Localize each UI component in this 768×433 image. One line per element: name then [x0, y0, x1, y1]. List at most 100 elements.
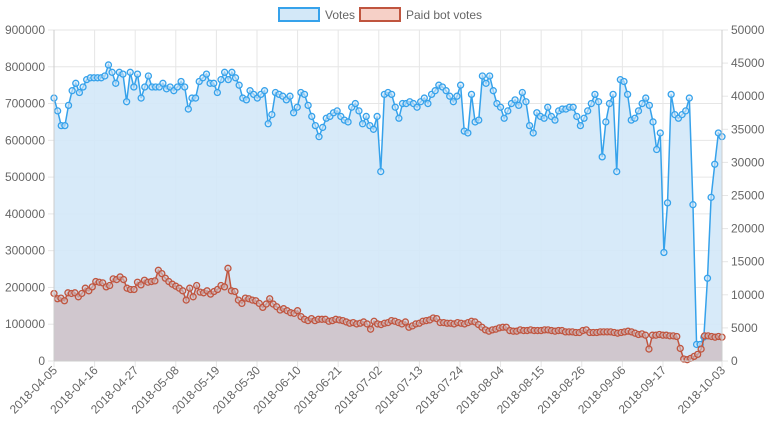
data-point-votes[interactable] — [489, 87, 497, 95]
data-point-votes[interactable] — [61, 121, 69, 130]
legend-item-paid-bot-votes[interactable]: Paid bot votes — [359, 7, 482, 22]
data-point-votes[interactable] — [308, 112, 316, 121]
data-point-votes[interactable] — [515, 101, 523, 110]
data-point-votes[interactable] — [584, 107, 592, 115]
data-point-votes[interactable] — [580, 114, 588, 122]
data-point-paid-bot-votes[interactable] — [179, 287, 187, 295]
data-point-votes[interactable] — [660, 248, 668, 257]
data-point-votes[interactable] — [504, 107, 512, 115]
data-point-votes[interactable] — [333, 107, 341, 115]
data-point-votes[interactable] — [456, 81, 465, 89]
data-point-votes[interactable] — [522, 98, 530, 106]
data-point-votes[interactable] — [485, 72, 494, 80]
data-point-votes[interactable] — [101, 72, 109, 80]
data-point-paid-bot-votes[interactable] — [192, 281, 201, 290]
data-point-votes[interactable] — [362, 112, 370, 121]
data-point-votes[interactable] — [260, 87, 269, 95]
data-point-votes[interactable] — [144, 72, 153, 80]
data-point-votes[interactable] — [649, 118, 657, 126]
data-point-paid-bot-votes[interactable] — [231, 287, 239, 296]
data-point-votes[interactable] — [631, 114, 639, 122]
data-point-votes[interactable] — [177, 77, 185, 86]
data-point-votes[interactable] — [112, 79, 120, 87]
data-point-votes[interactable] — [184, 105, 192, 113]
data-point-paid-bot-votes[interactable] — [224, 264, 232, 272]
data-point-votes[interactable] — [377, 167, 385, 176]
data-point-votes[interactable] — [540, 114, 548, 122]
data-point-votes[interactable] — [220, 68, 229, 76]
data-point-votes[interactable] — [602, 118, 610, 126]
data-point-votes[interactable] — [300, 90, 309, 99]
data-point-votes[interactable] — [213, 88, 222, 97]
data-point-votes[interactable] — [420, 94, 428, 102]
data-point-paid-bot-votes[interactable] — [238, 299, 246, 308]
data-point-votes[interactable] — [591, 90, 599, 99]
data-point-paid-bot-votes[interactable] — [366, 325, 375, 333]
data-point-votes[interactable] — [133, 70, 142, 78]
data-point-paid-bot-votes[interactable] — [641, 331, 650, 339]
data-point-votes[interactable] — [587, 99, 595, 108]
data-point-votes[interactable] — [518, 88, 526, 97]
data-point-votes[interactable] — [576, 121, 585, 130]
data-point-votes[interactable] — [656, 129, 664, 137]
data-point-paid-bot-votes[interactable] — [676, 344, 684, 353]
data-point-votes[interactable] — [453, 92, 461, 100]
data-point-votes[interactable] — [707, 193, 715, 201]
data-point-votes[interactable] — [355, 107, 363, 115]
data-point-votes[interactable] — [467, 90, 476, 99]
data-point-votes[interactable] — [395, 114, 403, 122]
data-point-votes[interactable] — [344, 118, 352, 126]
data-point-votes[interactable] — [191, 94, 200, 102]
data-point-paid-bot-votes[interactable] — [88, 283, 96, 291]
data-point-paid-bot-votes[interactable] — [645, 345, 653, 353]
data-point-paid-bot-votes[interactable] — [401, 318, 410, 326]
data-point-votes[interactable] — [605, 99, 614, 108]
data-point-votes[interactable] — [104, 61, 113, 69]
data-point-votes[interactable] — [72, 79, 80, 87]
data-point-votes[interactable] — [242, 96, 251, 104]
data-point-paid-bot-votes[interactable] — [697, 345, 705, 353]
data-point-votes[interactable] — [424, 99, 432, 108]
data-point-paid-bot-votes[interactable] — [673, 332, 681, 341]
data-point-votes[interactable] — [235, 81, 243, 89]
data-point-paid-bot-votes[interactable] — [694, 350, 702, 359]
data-point-votes[interactable] — [653, 145, 661, 154]
data-point-votes[interactable] — [496, 103, 505, 111]
data-point-votes[interactable] — [634, 107, 643, 115]
data-point-votes[interactable] — [525, 121, 534, 130]
data-point-paid-bot-votes[interactable] — [106, 281, 114, 290]
data-point-votes[interactable] — [202, 70, 211, 78]
data-point-votes[interactable] — [224, 76, 232, 84]
data-point-paid-bot-votes[interactable] — [60, 297, 69, 305]
data-point-votes[interactable] — [569, 103, 577, 111]
data-point-votes[interactable] — [373, 112, 381, 121]
data-point-votes[interactable] — [663, 199, 672, 207]
data-point-votes[interactable] — [108, 68, 116, 76]
data-point-votes[interactable] — [449, 98, 458, 106]
data-point-paid-bot-votes[interactable] — [119, 275, 128, 284]
data-point-votes[interactable] — [529, 129, 537, 137]
data-point-paid-bot-votes[interactable] — [158, 269, 166, 278]
data-point-votes[interactable] — [598, 153, 606, 161]
data-point-votes[interactable] — [358, 120, 367, 128]
data-point-votes[interactable] — [609, 90, 617, 99]
data-point-votes[interactable] — [318, 123, 327, 132]
data-point-votes[interactable] — [75, 88, 84, 97]
data-point-votes[interactable] — [573, 112, 581, 121]
data-point-votes[interactable] — [137, 94, 145, 102]
data-point-votes[interactable] — [68, 87, 76, 95]
data-point-votes[interactable] — [446, 92, 454, 100]
data-point-votes[interactable] — [623, 90, 632, 99]
data-point-votes[interactable] — [122, 98, 131, 106]
data-point-votes[interactable] — [645, 101, 654, 110]
data-point-paid-bot-votes[interactable] — [220, 283, 229, 291]
legend-item-votes[interactable]: Votes — [278, 7, 355, 22]
data-point-votes[interactable] — [613, 167, 621, 176]
data-point-votes[interactable] — [231, 74, 240, 82]
data-point-votes[interactable] — [620, 77, 628, 86]
data-point-paid-bot-votes[interactable] — [189, 293, 197, 301]
data-point-votes[interactable] — [703, 274, 712, 282]
data-point-paid-bot-votes[interactable] — [151, 277, 159, 285]
data-point-votes[interactable] — [369, 125, 378, 133]
data-point-paid-bot-votes[interactable] — [182, 296, 190, 304]
